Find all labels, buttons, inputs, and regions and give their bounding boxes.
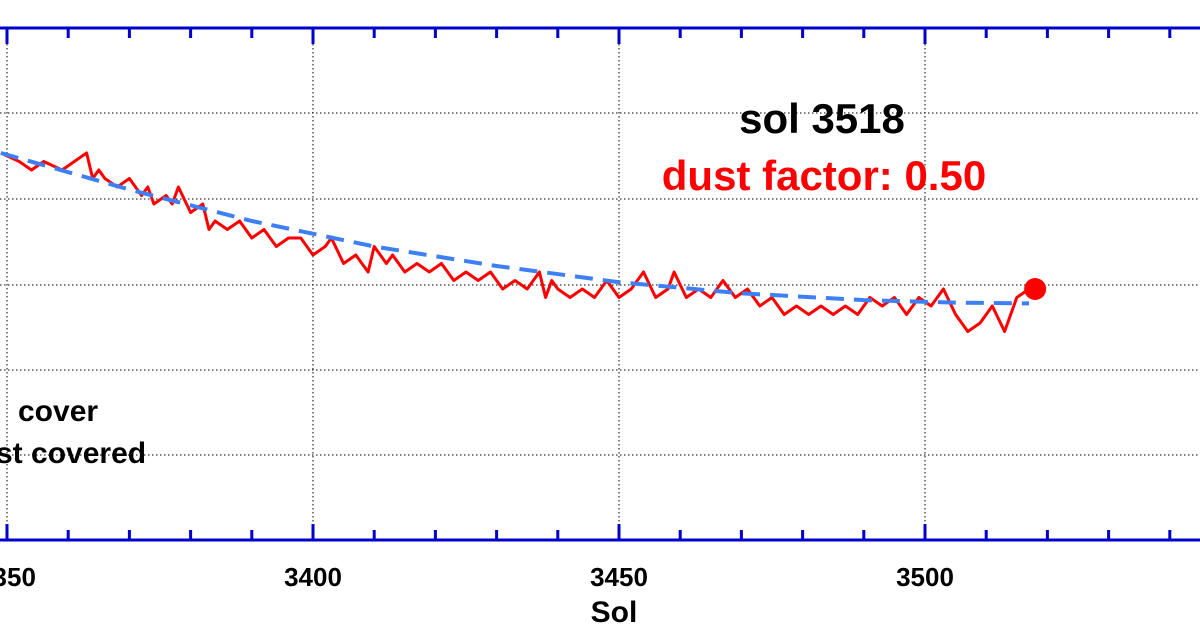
plot-frame bbox=[0, 26, 1200, 542]
x-axis-title: Sol bbox=[591, 596, 638, 629]
dust-factor-annotation: dust factor: 0.50 bbox=[662, 152, 986, 199]
series-line-trend-fit bbox=[0, 151, 1030, 306]
series-layer bbox=[0, 151, 1047, 333]
series-line-measured bbox=[0, 151, 1030, 333]
x-tick-label-3350: 3350 bbox=[0, 562, 36, 592]
sol-annotation: sol 3518 bbox=[739, 95, 905, 142]
x-tick-label-3400: 3400 bbox=[284, 562, 342, 592]
legend-text-line-1: cover bbox=[18, 395, 98, 428]
latest-data-point bbox=[1024, 278, 1047, 300]
x-tick-label-3450: 3450 bbox=[590, 562, 648, 592]
grid-lines bbox=[0, 28, 1200, 540]
x-tick-label-3500: 3500 bbox=[896, 562, 954, 592]
legend-text-line-2: st covered bbox=[0, 437, 146, 470]
